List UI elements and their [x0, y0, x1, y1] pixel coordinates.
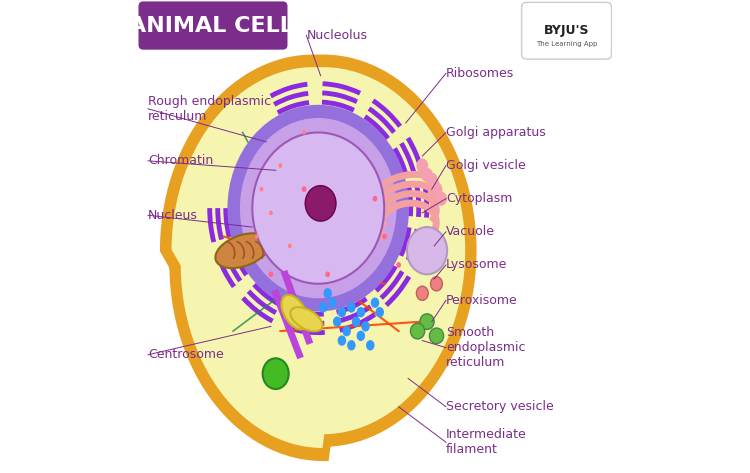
Text: Chromatin: Chromatin: [148, 154, 213, 167]
Ellipse shape: [420, 314, 434, 329]
Ellipse shape: [376, 307, 384, 317]
FancyBboxPatch shape: [522, 2, 611, 59]
Ellipse shape: [319, 302, 327, 313]
Ellipse shape: [370, 298, 380, 308]
Ellipse shape: [290, 307, 322, 332]
Ellipse shape: [362, 321, 370, 332]
Text: ANIMAL CELL: ANIMAL CELL: [130, 16, 294, 35]
Ellipse shape: [328, 298, 337, 308]
Text: Nucleus: Nucleus: [148, 209, 198, 222]
FancyBboxPatch shape: [139, 1, 287, 50]
Text: Intermediate
filament: Intermediate filament: [446, 428, 526, 456]
Ellipse shape: [430, 182, 442, 196]
Ellipse shape: [421, 168, 433, 182]
Polygon shape: [167, 61, 470, 454]
Text: Smooth
endoplasmic
reticulum: Smooth endoplasmic reticulum: [446, 326, 526, 369]
Text: Ribosomes: Ribosomes: [446, 67, 514, 80]
Ellipse shape: [302, 186, 307, 192]
Ellipse shape: [262, 359, 289, 389]
Ellipse shape: [347, 340, 355, 350]
Text: Golgi apparatus: Golgi apparatus: [446, 126, 546, 139]
Ellipse shape: [373, 196, 377, 201]
Ellipse shape: [356, 307, 365, 317]
Ellipse shape: [430, 328, 443, 343]
Ellipse shape: [252, 132, 384, 284]
Ellipse shape: [410, 324, 424, 339]
Text: Centrosome: Centrosome: [148, 348, 224, 361]
Ellipse shape: [215, 233, 270, 268]
Text: Golgi vesicle: Golgi vesicle: [446, 159, 526, 172]
Ellipse shape: [326, 272, 330, 277]
Ellipse shape: [278, 163, 282, 168]
Ellipse shape: [366, 340, 374, 350]
Ellipse shape: [323, 288, 332, 298]
Text: Cytoplasm: Cytoplasm: [446, 192, 512, 205]
Text: The Learning App: The Learning App: [536, 42, 597, 47]
Text: Peroxisome: Peroxisome: [446, 294, 518, 307]
Ellipse shape: [281, 295, 308, 329]
Ellipse shape: [396, 262, 401, 268]
Text: Secretory vesicle: Secretory vesicle: [446, 400, 554, 413]
Ellipse shape: [288, 244, 292, 248]
Ellipse shape: [238, 116, 399, 300]
Polygon shape: [172, 67, 465, 448]
Ellipse shape: [305, 185, 336, 221]
Text: Lysosome: Lysosome: [446, 258, 507, 272]
Ellipse shape: [333, 316, 341, 327]
Ellipse shape: [255, 234, 259, 239]
Ellipse shape: [268, 272, 273, 277]
Ellipse shape: [302, 130, 306, 135]
Ellipse shape: [430, 277, 442, 291]
Ellipse shape: [382, 234, 387, 239]
Text: BYJU'S: BYJU'S: [544, 24, 590, 37]
Ellipse shape: [407, 227, 447, 274]
Ellipse shape: [347, 302, 355, 313]
Ellipse shape: [342, 326, 351, 336]
Ellipse shape: [426, 173, 438, 187]
Ellipse shape: [269, 210, 273, 215]
Ellipse shape: [338, 307, 346, 317]
Ellipse shape: [356, 331, 365, 341]
Text: Nucleolus: Nucleolus: [307, 29, 368, 42]
Text: Vacuole: Vacuole: [446, 225, 495, 238]
Ellipse shape: [260, 187, 263, 192]
Ellipse shape: [416, 158, 428, 173]
Ellipse shape: [416, 286, 428, 300]
Text: Rough endoplasmic
reticulum: Rough endoplasmic reticulum: [148, 95, 271, 123]
Ellipse shape: [435, 192, 447, 206]
Ellipse shape: [352, 316, 360, 327]
Ellipse shape: [338, 335, 346, 346]
Ellipse shape: [233, 110, 404, 306]
